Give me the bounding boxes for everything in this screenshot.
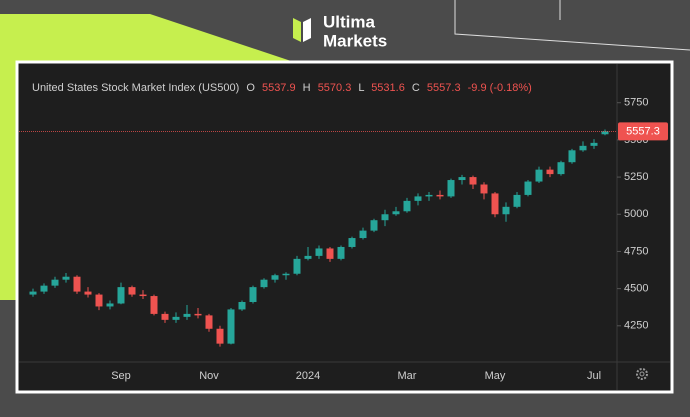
last-price-label: 5557.3: [626, 125, 660, 137]
settings-gear-hole[interactable]: [639, 371, 645, 377]
candle-body: [535, 169, 543, 182]
candle-body: [557, 162, 565, 175]
x-tick-label: Mar: [398, 370, 417, 382]
candle-body: [95, 294, 103, 307]
y-tick-label: 5750: [624, 97, 648, 109]
chart-title: United States Stock Market Index (US500): [32, 82, 239, 94]
candle-body: [403, 200, 411, 212]
x-tick-label: Sep: [111, 370, 131, 382]
candle-body: [524, 181, 532, 195]
candle-body: [304, 255, 312, 259]
candle-body: [546, 169, 554, 175]
candle-body: [425, 194, 433, 197]
candle-body: [469, 177, 477, 185]
candle-body: [51, 279, 59, 286]
y-tick-label: 5250: [624, 171, 648, 183]
chart-header: United States Stock Market Index (US500)…: [32, 82, 532, 94]
candle-body: [216, 328, 224, 344]
ohlc-value: 5570.3: [318, 82, 352, 94]
plot: 4250450047505000525055005750SepNov2024Ma…: [19, 97, 668, 382]
y-tick-label: 5000: [624, 208, 648, 220]
y-tick-label: 4250: [624, 320, 648, 332]
ohlc-value: 5557.3: [427, 82, 461, 94]
candle-body: [414, 196, 422, 201]
logo-mark: [293, 18, 301, 42]
logo-mark: [303, 18, 311, 42]
x-tick-label: May: [485, 370, 506, 382]
candle-body: [249, 287, 257, 302]
brand-line: Ultima: [323, 12, 376, 31]
candle-body: [194, 313, 202, 316]
candle-body: [183, 313, 191, 317]
candle-body: [260, 279, 268, 288]
candle-body: [205, 315, 213, 329]
settings-icon[interactable]: [636, 368, 648, 380]
ohlc-label: C: [412, 82, 420, 94]
ohlc-value: 5531.6: [371, 82, 405, 94]
candle-body: [381, 214, 389, 221]
ohlc-label: H: [303, 82, 311, 94]
decor-line: [454, 0, 690, 51]
x-tick-label: 2024: [296, 370, 320, 382]
settings-gear[interactable]: [636, 368, 648, 380]
candle-body: [337, 246, 345, 259]
candle-body: [293, 258, 301, 274]
y-tick-label: 4500: [624, 283, 648, 295]
candle-body: [447, 180, 455, 197]
x-tick-label: Nov: [199, 370, 219, 382]
candle-body: [29, 291, 37, 295]
candle-body: [326, 248, 334, 259]
candle-body: [117, 287, 125, 304]
candle-body: [73, 276, 81, 292]
ohlc-label: O: [246, 82, 255, 94]
candle-body: [238, 302, 246, 310]
candle-body: [139, 294, 147, 297]
candle-body: [315, 248, 323, 256]
candle-body: [40, 285, 48, 292]
candle-body: [513, 194, 521, 207]
candle-body: [227, 309, 235, 344]
candle-body: [161, 313, 169, 320]
candle-body: [106, 303, 114, 307]
candle-body: [491, 193, 499, 215]
ohlc-value: 5537.9: [262, 82, 296, 94]
candle-body: [150, 296, 158, 314]
last-price-box: [618, 122, 668, 141]
candle-body: [282, 273, 290, 276]
candle-body: [62, 276, 70, 280]
change-label: -9.9 (-0.18%): [468, 82, 532, 94]
candle-body: [172, 316, 180, 320]
candle-body: [458, 177, 466, 181]
ohlc-label: L: [358, 82, 364, 94]
candle-body: [502, 206, 510, 215]
candle-body: [271, 275, 279, 280]
x-tick-label: Jul: [587, 370, 601, 382]
chart-panel: [15, 60, 674, 394]
candle-body: [480, 184, 488, 194]
candle-body: [128, 287, 136, 295]
y-tick-label: 4750: [624, 245, 648, 257]
candle-body: [84, 291, 92, 295]
brand-line: Markets: [323, 31, 387, 50]
candle-body: [568, 150, 576, 163]
candle-body: [359, 230, 367, 239]
candle-body: [370, 220, 378, 231]
candle-body: [590, 142, 598, 146]
candle-body: [392, 211, 400, 215]
candle-body: [579, 145, 587, 151]
candle-body: [436, 194, 444, 197]
candle-body: [601, 131, 609, 135]
logo: Ultima Markets: [293, 12, 387, 50]
candle-body: [348, 238, 356, 247]
